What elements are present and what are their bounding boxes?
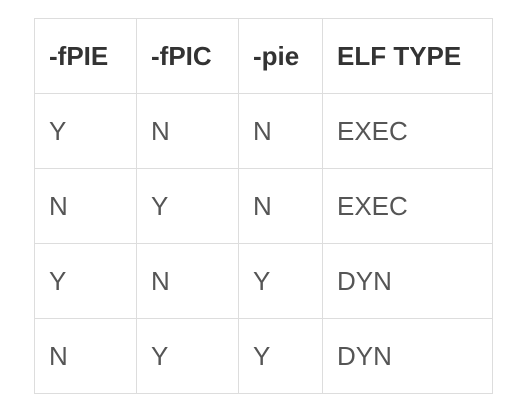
- table-cell: EXEC: [322, 168, 493, 244]
- table-row: N Y Y DYN: [34, 318, 493, 394]
- table-cell: Y: [238, 243, 323, 319]
- table-cell: N: [136, 93, 239, 169]
- table-cell: Y: [34, 243, 137, 319]
- table-cell: N: [34, 168, 137, 244]
- table-cell: Y: [136, 318, 239, 394]
- header-fpic: -fPIC: [136, 18, 239, 94]
- table-row: Y N N EXEC: [34, 93, 493, 169]
- table-cell: Y: [136, 168, 239, 244]
- table-row: Y N Y DYN: [34, 243, 493, 319]
- header-elf-type: ELF TYPE: [322, 18, 493, 94]
- table-cell: N: [34, 318, 137, 394]
- table-cell: N: [136, 243, 239, 319]
- table-cell: DYN: [322, 243, 493, 319]
- table-cell: EXEC: [322, 93, 493, 169]
- table-row: N Y N EXEC: [34, 168, 493, 244]
- table-cell: N: [238, 168, 323, 244]
- table-cell: Y: [238, 318, 323, 394]
- table-cell: DYN: [322, 318, 493, 394]
- table-cell: N: [238, 93, 323, 169]
- table-header-row: -fPIE -fPIC -pie ELF TYPE: [34, 18, 493, 94]
- header-fpie: -fPIE: [34, 18, 137, 94]
- table-cell: Y: [34, 93, 137, 169]
- header-pie: -pie: [238, 18, 323, 94]
- elf-type-table: -fPIE -fPIC -pie ELF TYPE Y N N EXEC N Y…: [34, 18, 493, 394]
